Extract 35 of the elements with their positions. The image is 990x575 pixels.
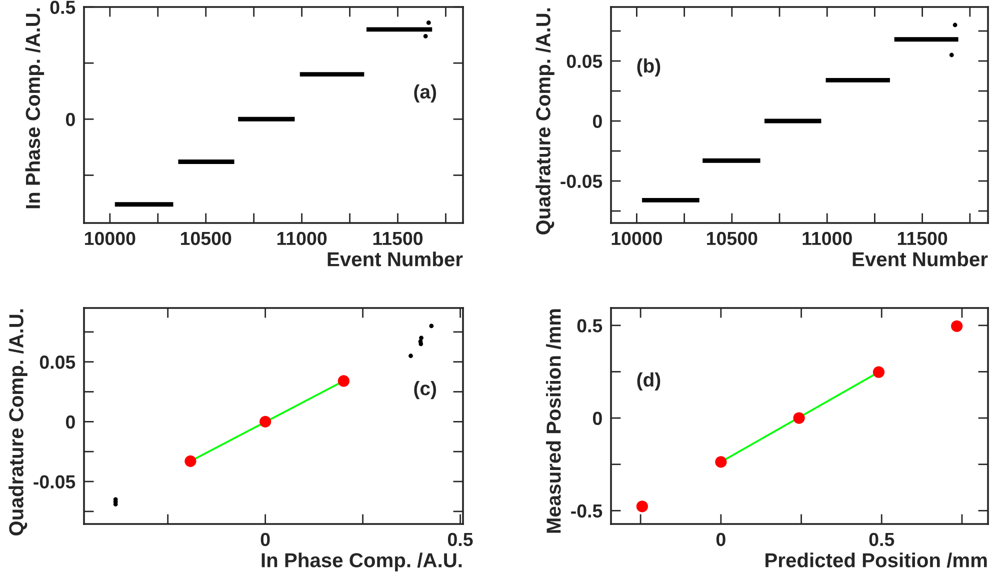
annotation: (a) [414,84,436,102]
x-tick-label: 0 [260,532,270,546]
y-tick-label: 0 [592,114,602,128]
y-axis-title: Quadrature Comp. /A.U. [8,309,28,536]
x-tick-label: 11500 [373,232,423,246]
x-tick-label: 10500 [707,232,758,246]
y-tick-label: -0.05 [34,475,76,488]
annotation: (d) [637,372,660,391]
x-tick-label: 0.5 [869,532,894,546]
x-axis-title: Event Number [328,252,463,266]
x-tick-label: 0.5 [448,532,473,546]
y-axis-title: In Phase Comp. /A.U. [25,8,44,208]
y-tick-label: 0.05 [40,356,76,369]
y-tick-label: -0.05 [560,174,602,188]
x-tick-label: 10000 [85,232,136,246]
y-axis-title: Quadrature Comp. /A.U. [536,8,554,234]
y-tick-label: 0 [66,415,75,429]
y-tick-label: 0 [66,112,75,126]
x-tick-label: 11500 [898,232,948,246]
x-axis-title: In Phase Comp. /A.U. [262,552,462,572]
y-tick-label: 0 [592,412,602,426]
y-axis-title: Measured Position /mm [546,309,562,533]
y-tick-label: 0.5 [577,319,602,332]
x-tick-label: 10500 [180,232,232,246]
y-tick-label: -0.5 [571,504,602,518]
x-axis-title: Predicted Position /mm [766,552,987,568]
annotation: (c) [414,381,436,400]
x-axis-title: Event Number [852,252,988,266]
y-tick-label: 0.5 [50,0,76,14]
annotation: (b) [637,58,660,77]
y-tick-label: 0.05 [566,54,602,68]
x-tick-label: 11000 [802,232,852,246]
x-tick-label: 0 [716,532,726,546]
x-tick-label: 10000 [612,232,662,246]
x-tick-label: 11000 [277,232,327,246]
